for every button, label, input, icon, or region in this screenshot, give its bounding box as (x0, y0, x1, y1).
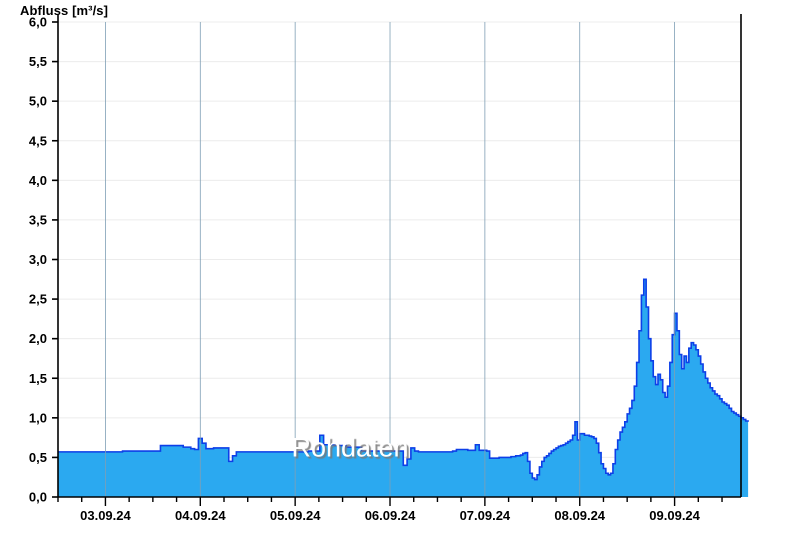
y-tick-label: 6,0 (29, 15, 47, 30)
chart-title: Abfluss [m³/s] (20, 3, 109, 18)
x-tick-label: 05.09.24 (270, 508, 321, 523)
x-tick-label: 08.09.24 (554, 508, 605, 523)
y-tick-label: 3,0 (29, 252, 47, 267)
discharge-area-fill (58, 279, 749, 497)
y-tick-label: 2,5 (29, 292, 47, 307)
data-area-group (58, 278, 749, 497)
y-tick-label: 0,0 (29, 490, 47, 505)
axes-group (57, 14, 742, 498)
y-tick-label: 2,0 (29, 331, 47, 346)
y-tick-label: 1,5 (29, 371, 47, 386)
y-tick-label: 4,0 (29, 173, 47, 188)
y-tick-label: 0,5 (29, 450, 47, 465)
discharge-line (58, 278, 749, 481)
x-tick-label: 09.09.24 (649, 508, 700, 523)
y-tick-labels-group: 0,0 0,5 1,0 1,5 2,0 2,5 3,0 3,5 4,0 4,5 5,0 5,5 6,0 (29, 15, 47, 505)
y-tick-label: 1,0 (29, 410, 47, 425)
y-tick-label: 5,5 (29, 54, 47, 69)
x-ticks-group (57, 497, 723, 506)
y-tick-label: 5,0 (29, 94, 47, 109)
x-tick-label: 04.09.24 (175, 508, 226, 523)
y-ticks-group (52, 21, 58, 498)
x-tick-label: 03.09.24 (80, 508, 131, 523)
x-tick-label: 06.09.24 (365, 508, 416, 523)
y-tick-label: 3,5 (29, 212, 47, 227)
x-tick-labels-group: 03.09.24 04.09.24 05.09.24 06.09.24 07.09.24… (80, 508, 701, 523)
y-tick-label: 4,5 (29, 133, 47, 148)
x-tick-label: 07.09.24 (460, 508, 511, 523)
